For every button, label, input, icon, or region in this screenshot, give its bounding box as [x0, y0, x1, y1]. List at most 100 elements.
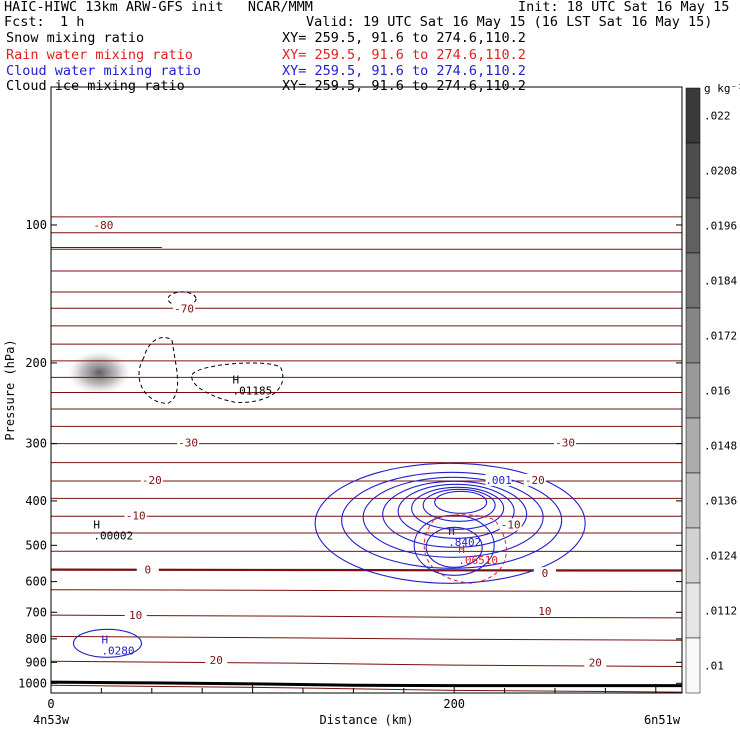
isotherm-line [50, 568, 683, 572]
isotherm-label-bg [533, 567, 556, 580]
valid-time: Valid: 19 UTC Sat 16 May 15 (16 LST Sat … [306, 14, 713, 30]
colorbar-tick-label: .0208 [704, 165, 737, 178]
cloud-water-contour [341, 471, 563, 569]
isotherm-line [50, 614, 683, 619]
cloud-water-contour [425, 526, 483, 568]
isotherm-line [50, 589, 683, 592]
cloud-water-contour [362, 476, 544, 558]
cloud-ice-contour [138, 336, 179, 404]
colorbar-segment [685, 582, 701, 639]
isotherm-label-bg [173, 302, 196, 315]
cloud-water-contour [72, 628, 142, 658]
y-tick-label: 1000 [18, 676, 47, 690]
isotherm-label: -70 [174, 302, 194, 315]
x-tick-label: 0 [47, 697, 54, 711]
y-tick-label: 900 [25, 655, 47, 669]
maximum-value: .00002 [93, 530, 133, 543]
field-xy-cloud-water: XY= 259.5, 91.6 to 274.6,110.2 [282, 63, 526, 79]
colorbar-segment [685, 197, 701, 254]
colorbar-segment [685, 252, 701, 309]
cloud-water-contours [72, 462, 586, 658]
colorbar-segment [685, 637, 701, 694]
isotherm-label: 0 [144, 564, 151, 577]
isotherm-line [50, 635, 683, 641]
isotherm-label-bg [136, 563, 159, 576]
surface-pressure-line [50, 680, 682, 688]
isotherm-label-bg [584, 656, 607, 669]
isotherm-label: -20 [525, 474, 545, 487]
cloud-water-label-bg [485, 473, 512, 486]
isotherm-label-bg [499, 518, 522, 531]
y-tick-label: 500 [25, 538, 47, 552]
x-tick-label: 200 [443, 697, 465, 711]
x-endpoint-right: 6n51w [644, 713, 681, 727]
isotherm-label: 10 [129, 609, 142, 622]
isotherm-label: 20 [210, 654, 223, 667]
rain-water-contours [423, 514, 507, 584]
surface-pressure-trace [50, 680, 682, 688]
field-xy-rain: XY= 259.5, 91.6 to 274.6,110.2 [282, 47, 526, 63]
colorbar-segment [685, 362, 701, 419]
y-tick-label: 700 [25, 605, 47, 619]
maximum-value: .06510 [458, 554, 498, 567]
isotherm-label: -10 [126, 509, 146, 522]
cloud-water-contour [413, 514, 495, 576]
field-name-rain: Rain water mixing ratio [6, 47, 193, 63]
isotherm-label: -30 [555, 436, 575, 449]
colorbar-tick-label: .0172 [704, 330, 737, 343]
cloud-water-contour [382, 480, 528, 548]
colorbar: .022 .0208 .0196 .0184 .0172 .016 .0148 .0136 .0… [685, 82, 740, 694]
isotherm-label-bg [124, 609, 147, 622]
isotherm-label-bg [523, 473, 546, 486]
cloud-water-contour [314, 462, 586, 584]
plot-title: HAIC-HIWC 13km ARW-GFS init NCAR/MMM [4, 0, 313, 15]
x-endpoint-left: 4n53w [33, 713, 70, 727]
y-tick-label: 100 [25, 218, 47, 232]
y-axis-label: Pressure (hPa) [3, 339, 17, 440]
isotherm-label-bg [554, 436, 577, 449]
cloud-water-contour [397, 483, 515, 539]
isotherm-line [50, 684, 683, 693]
maximum-marker: H [458, 543, 465, 556]
field-name-cloud-water: Cloud water mixing ratio [6, 63, 202, 79]
colorbar-tick-label: .0196 [704, 220, 737, 233]
cloud-water-contour [422, 488, 496, 522]
colorbar-segment [685, 417, 701, 474]
cloud-water-contour [411, 486, 505, 530]
cloud-ice-contour [191, 362, 284, 404]
maximum-marker: H [101, 633, 108, 646]
isotherm-line [50, 660, 683, 667]
fcst-label: Fcst: [4, 14, 45, 30]
y-tick-label: 600 [25, 575, 47, 589]
maximum-marker: H [93, 519, 100, 532]
y-tick-label: 300 [25, 437, 47, 451]
colorbar-tick-label: .0184 [704, 275, 737, 288]
colorbar-segment [685, 527, 701, 584]
field-xy-snow: XY= 259.5, 91.6 to 274.6,110.2 [282, 30, 526, 46]
isotherm-label: 10 [538, 605, 551, 618]
isotherm-label-bg [92, 218, 115, 231]
isotherm-label-bg [205, 654, 228, 667]
cloud-water-contour-label: .001 [485, 474, 512, 487]
colorbar-tick-label: .0136 [704, 495, 737, 508]
field-xy-cloud-ice: XY= 259.5, 91.6 to 274.6,110.2 [282, 78, 526, 94]
colorbar-tick-label: .0148 [704, 440, 737, 453]
isotherm-label: -10 [501, 518, 521, 531]
init-time: Init: 18 UTC Sat 16 May 15 [518, 0, 730, 15]
colorbar-tick-label: .0124 [704, 550, 737, 563]
colorbar-tick-label: .016 [704, 385, 731, 398]
maximum-value: .0280 [101, 644, 134, 657]
colorbar-tick-label: .0112 [704, 605, 737, 618]
colorbar-segment [685, 142, 701, 199]
y-tick-label: 800 [25, 632, 47, 646]
y-tick-label: 400 [25, 494, 47, 508]
isotherm-label-bg [177, 436, 200, 449]
field-name-snow: Snow mixing ratio [6, 30, 145, 46]
cloud-ice-shading-maximum [67, 350, 132, 395]
isotherm-label: -30 [178, 436, 198, 449]
cloud-ice-shading [67, 350, 132, 395]
temperature-contours [50, 216, 683, 693]
isotherm-label-bg [533, 604, 556, 617]
